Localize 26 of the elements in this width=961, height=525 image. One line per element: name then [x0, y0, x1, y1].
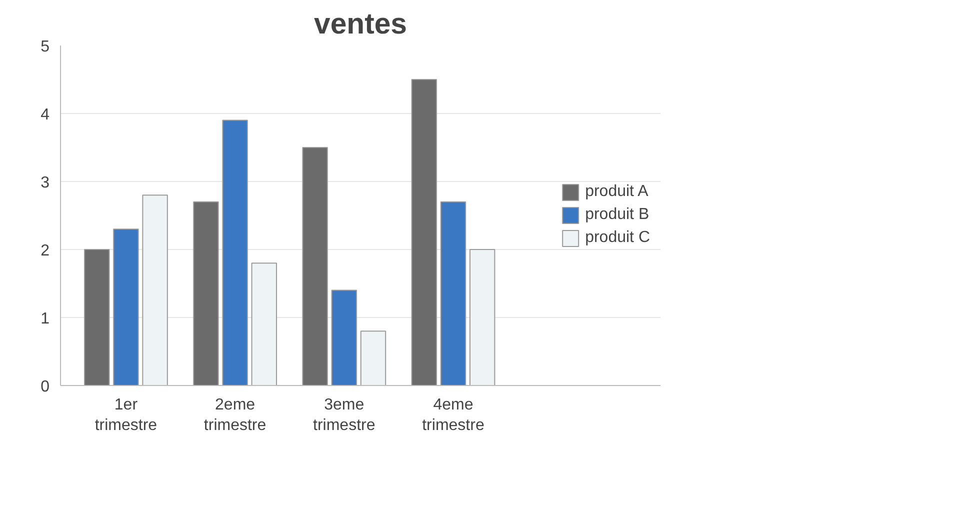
y-tick-label: 0 [40, 378, 50, 396]
chart-title: ventes [314, 8, 407, 40]
legend-label: produit A [585, 183, 648, 201]
y-tick-label: 3 [40, 174, 50, 192]
bar [142, 194, 168, 386]
bar [302, 147, 328, 386]
x-tick-label: 4eme trimestre [422, 396, 484, 434]
bar [331, 290, 357, 386]
bar [360, 330, 386, 386]
bar [469, 249, 496, 386]
y-tick-label: 1 [40, 310, 50, 328]
x-tick-label: 3eme trimestre [313, 396, 376, 434]
bar [193, 201, 219, 386]
bar [440, 201, 466, 386]
y-tick-label: 5 [40, 38, 50, 56]
x-tick-label: 2eme trimestre [204, 396, 266, 434]
legend-label: produit B [585, 206, 650, 224]
x-tick-label: 1er trimestre [94, 396, 158, 434]
bar [222, 120, 248, 386]
y-tick-label: 2 [40, 242, 50, 260]
bar [113, 228, 139, 386]
bar [84, 249, 110, 386]
bar [411, 79, 437, 386]
y-tick-label: 4 [40, 106, 50, 124]
legend-label: produit C [585, 229, 650, 247]
bar [251, 262, 277, 386]
